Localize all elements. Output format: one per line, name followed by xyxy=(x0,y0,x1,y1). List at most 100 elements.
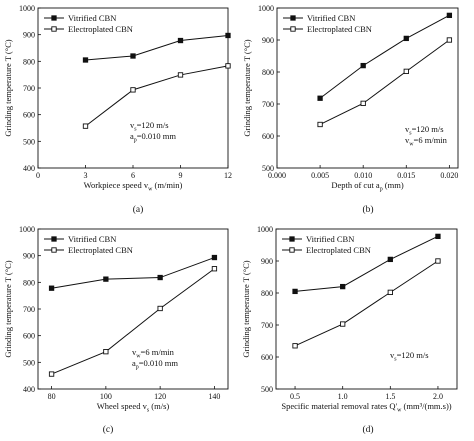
legend-marker xyxy=(289,247,295,253)
annotation-text: vs=120 m/s xyxy=(405,124,444,137)
legend-marker xyxy=(51,26,57,32)
data-point xyxy=(157,274,163,281)
legend-marker xyxy=(290,26,296,32)
series-line-vitrified xyxy=(51,257,215,289)
x-axis-label-tail: (mm³/(mm.s)) xyxy=(401,401,451,411)
panel-label: (c) xyxy=(103,424,114,435)
data-point xyxy=(211,254,218,261)
data-point xyxy=(292,343,298,349)
x-tick-label: 0.015 xyxy=(397,171,415,180)
panel-label: (d) xyxy=(362,424,373,435)
y-tick-label: 700 xyxy=(23,305,35,314)
annotation-text-tail: =6 m/min xyxy=(414,135,448,145)
y-tick-label: 600 xyxy=(261,353,273,362)
y-axis-label: Grinding temperature T (°C) xyxy=(3,260,13,357)
series-line-electroplated xyxy=(85,65,229,127)
y-tick-label: 1000 xyxy=(19,225,35,234)
legend-marker xyxy=(290,15,296,21)
x-axis-label: Depth of cut ap (mm) xyxy=(331,180,404,193)
y-tick-label: 1000 xyxy=(19,4,35,13)
y-tick-label: 500 xyxy=(23,137,35,146)
data-point xyxy=(446,37,453,43)
data-point xyxy=(387,289,393,296)
x-axis-label-main: Specific material removal rates Q' xyxy=(281,401,397,411)
annotation-text: ap=0.010 mm xyxy=(130,131,176,144)
y-tick-label: 600 xyxy=(262,132,274,141)
legend-marker xyxy=(51,247,57,253)
data-point xyxy=(403,68,409,75)
data-point xyxy=(157,305,163,312)
panel-label: (a) xyxy=(133,204,144,215)
annotation-text-sub: w xyxy=(136,354,141,360)
y-tick-label: 800 xyxy=(23,278,35,287)
annotation-text-main: v xyxy=(130,120,135,130)
y-tick-label: 500 xyxy=(23,358,35,367)
series-line-electroplated xyxy=(51,268,215,375)
legend-marker xyxy=(51,15,57,21)
data-point xyxy=(435,258,441,264)
data-point xyxy=(292,288,298,295)
y-axis-label: Grinding temperature T (°C) xyxy=(242,39,252,136)
annotation-text-tail: =120 m/s xyxy=(412,124,444,134)
data-point xyxy=(82,57,89,63)
annotation-text-tail: =120 m/s xyxy=(137,120,169,130)
y-tick-label: 400 xyxy=(23,385,35,394)
y-tick-label: 600 xyxy=(23,332,35,341)
x-axis-label-sub: p xyxy=(380,187,383,193)
series-line-electroplated xyxy=(294,260,439,347)
legend-marker xyxy=(51,236,57,242)
y-tick-label: 1000 xyxy=(257,225,273,234)
legend-label: Vitrified CBN xyxy=(306,234,354,244)
x-tick-label: 80 xyxy=(48,392,56,401)
data-point xyxy=(387,256,393,263)
annotation-text-main: v xyxy=(405,124,410,134)
x-tick-label: 1.0 xyxy=(338,392,348,401)
y-tick-label: 1000 xyxy=(258,4,274,13)
series-line-electroplated xyxy=(319,39,450,125)
annotation-text-sub: s xyxy=(134,127,137,133)
annotation-text-sub: p xyxy=(134,138,137,144)
y-tick-label: 800 xyxy=(23,57,35,66)
annotation-text: vs=120 m/s xyxy=(130,120,169,133)
annotation-text-tail: =0.010 mm xyxy=(137,131,177,141)
legend-label: Electroplated CBN xyxy=(68,24,133,34)
annotation-text-main: a xyxy=(132,358,136,368)
x-axis-label: Wheel speed vs (m/s) xyxy=(97,401,170,414)
x-axis-label-main: Workpiece speed v xyxy=(84,180,149,190)
y-tick-label: 800 xyxy=(262,68,274,77)
annotation-text-tail: =0.010 mm xyxy=(139,358,179,368)
x-tick-label: 12 xyxy=(224,171,232,180)
x-axis-label-main: Wheel speed v xyxy=(97,401,148,411)
y-tick-label: 500 xyxy=(262,164,274,173)
x-axis-label: Specific material removal rates Q'w (mm³… xyxy=(281,401,451,414)
y-tick-label: 700 xyxy=(262,100,274,109)
chart-panel-1: 400 500 600 700 800 900 1000 0 3 6 9 12 Grinding tem… xyxy=(3,4,232,215)
x-tick-label: 140 xyxy=(208,392,220,401)
data-point xyxy=(103,349,109,355)
y-tick-label: 900 xyxy=(23,31,35,40)
legend-label: Vitrified CBN xyxy=(68,13,116,23)
series-line-vitrified xyxy=(319,14,450,99)
annotation-text-main: v xyxy=(390,350,395,360)
data-point xyxy=(340,283,346,290)
plot-frame xyxy=(275,228,458,390)
series-line-vitrified xyxy=(295,235,439,292)
y-tick-label: 900 xyxy=(23,252,35,261)
x-axis-label-tail: (m/min) xyxy=(152,180,182,190)
legend-label: Electroplated CBN xyxy=(307,24,372,34)
chart-panel-3: 400 500 600 700 800 900 1000 80 100 120 140 Grindin… xyxy=(3,225,229,435)
annotation-text: vw=6 m/min xyxy=(132,347,175,360)
series-line-vitrified xyxy=(85,34,229,61)
x-tick-label: 0.000 xyxy=(268,171,286,180)
panel-label: (b) xyxy=(362,204,373,215)
annotation-text-tail: =120 m/s xyxy=(397,350,429,360)
data-point xyxy=(340,321,346,327)
x-tick-label: 2.0 xyxy=(433,392,443,401)
annotation-text-main: v xyxy=(132,347,137,357)
chart-panel-2: 500 600 700 800 900 1000 0.000 0.005 0.010 0.015 0… xyxy=(242,4,459,215)
x-axis-label-sub: s xyxy=(147,408,150,414)
annotation-text-main: v xyxy=(405,135,410,145)
x-axis-label-tail: (mm) xyxy=(383,180,404,190)
